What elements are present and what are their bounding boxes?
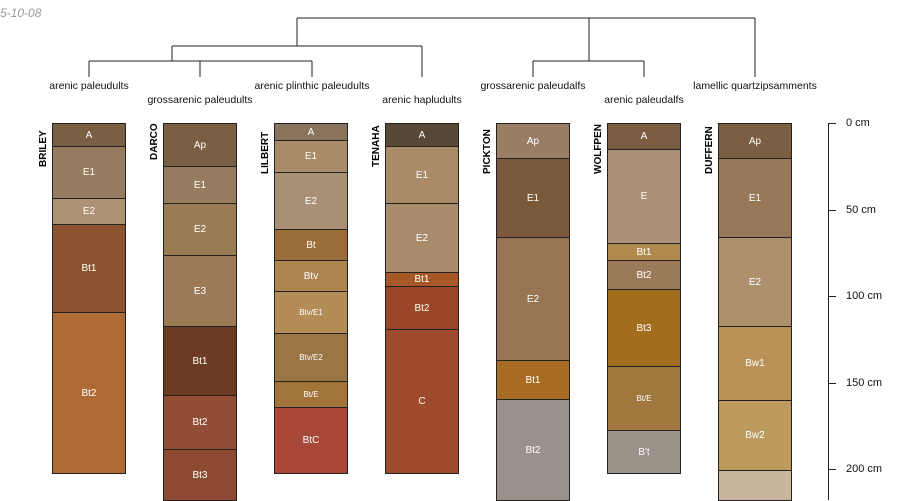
horizon: E2 — [163, 203, 237, 256]
horizon: Btv/E1 — [274, 291, 348, 334]
group-label: arenic hapludults — [382, 94, 462, 106]
horizon: E — [607, 149, 681, 244]
profile-name: DARCO — [149, 123, 160, 160]
depth-label: 50 cm — [846, 204, 876, 216]
horizon — [718, 470, 792, 501]
horizon: Bt2 — [385, 286, 459, 330]
horizon: Bt2 — [163, 395, 237, 450]
depth-tick — [828, 123, 836, 124]
depth-tick — [828, 296, 836, 297]
horizon: A — [385, 123, 459, 147]
horizon: E2 — [496, 237, 570, 361]
horizon: E2 — [274, 172, 348, 230]
horizon: A — [607, 123, 681, 150]
depth-label: 150 cm — [846, 377, 883, 389]
depth-tick — [828, 210, 836, 211]
depth-label: 100 cm — [846, 290, 883, 302]
horizon: E1 — [718, 158, 792, 238]
horizon: Bt1 — [496, 360, 570, 400]
horizon: Bt1 — [385, 272, 459, 287]
horizon: Bt2 — [607, 260, 681, 290]
horizon: Bw2 — [718, 400, 792, 471]
horizon: Bt1 — [163, 326, 237, 396]
horizon: B't — [607, 430, 681, 474]
horizon: Bt — [274, 229, 348, 261]
horizon: Bt3 — [607, 289, 681, 367]
depth-tick — [828, 383, 836, 384]
horizon: E1 — [163, 166, 237, 204]
profile-name: LILBERT — [260, 131, 271, 174]
profile-name: WOLFPEN — [593, 124, 604, 174]
horizon: E2 — [52, 198, 126, 225]
profile-name: BRILEY — [38, 130, 49, 167]
horizon: BtC — [274, 407, 348, 474]
horizon: Ap — [496, 123, 570, 159]
profile-name: PICKTON — [482, 129, 493, 174]
horizon: Bt1 — [607, 243, 681, 261]
depth-label: 200 cm — [846, 463, 883, 475]
horizon: Bt/E — [274, 381, 348, 408]
group-label: arenic plinthic paleudults — [254, 80, 370, 92]
horizon: E1 — [496, 158, 570, 238]
horizon: Bt2 — [52, 312, 126, 474]
horizon: Bt1 — [52, 224, 126, 313]
horizon: E2 — [385, 203, 459, 273]
horizon: Btv/E2 — [274, 333, 348, 382]
horizon: Ap — [718, 123, 792, 159]
group-label: arenic paleudalfs — [604, 94, 684, 106]
depth-tick — [828, 469, 836, 470]
group-label: grossarenic paleudults — [147, 94, 253, 106]
horizon: A — [52, 123, 126, 147]
horizon: Btv — [274, 260, 348, 292]
depth-label: 0 cm — [846, 117, 870, 129]
horizon: Bt2 — [496, 399, 570, 501]
horizon: Bw1 — [718, 326, 792, 401]
horizon: E1 — [52, 146, 126, 199]
horizon: E3 — [163, 255, 237, 327]
date-stamp: 5-10-08 — [0, 6, 42, 20]
horizon: Bt/E — [607, 366, 681, 431]
group-label: grossarenic paleudalfs — [480, 80, 586, 92]
horizon: Ap — [163, 123, 237, 167]
horizon: E1 — [274, 140, 348, 173]
horizon: E2 — [718, 237, 792, 327]
group-label: lamellic quartzipsamments — [693, 80, 817, 92]
depth-axis — [828, 123, 829, 500]
horizon: C — [385, 329, 459, 474]
horizon: E1 — [385, 146, 459, 204]
horizon: A — [274, 123, 348, 141]
group-label: arenic paleudults — [49, 80, 129, 92]
horizon: Bt3 — [163, 449, 237, 501]
profile-name: TENAHA — [371, 125, 382, 167]
profile-name: DUFFERN — [704, 126, 715, 174]
